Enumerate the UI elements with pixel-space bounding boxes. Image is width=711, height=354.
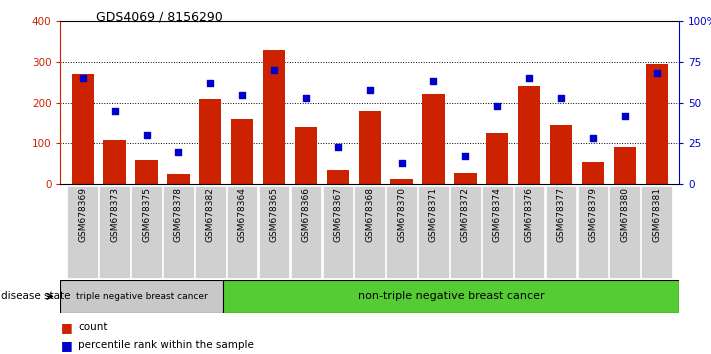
Text: GSM678376: GSM678376 <box>525 187 534 242</box>
Point <box>268 67 279 73</box>
Text: GSM678371: GSM678371 <box>429 187 438 242</box>
Text: GSM678373: GSM678373 <box>110 187 119 242</box>
Bar <box>450 186 481 278</box>
Text: disease state: disease state <box>1 291 71 302</box>
Bar <box>609 186 640 278</box>
Text: GSM678382: GSM678382 <box>205 187 215 242</box>
Point <box>205 80 216 86</box>
Bar <box>390 179 413 184</box>
Bar <box>386 186 417 278</box>
Point <box>619 113 631 119</box>
Bar <box>482 186 513 278</box>
Text: ■: ■ <box>60 321 73 334</box>
Point <box>651 70 663 76</box>
Bar <box>195 186 225 278</box>
Text: GSM678377: GSM678377 <box>557 187 565 242</box>
Text: ■: ■ <box>60 339 73 352</box>
Bar <box>582 162 604 184</box>
Bar <box>163 186 193 278</box>
Bar <box>454 173 476 184</box>
Point <box>141 132 152 138</box>
Bar <box>641 186 672 278</box>
Text: GDS4069 / 8156290: GDS4069 / 8156290 <box>96 11 223 24</box>
Bar <box>199 98 221 184</box>
Text: GSM678374: GSM678374 <box>493 187 502 242</box>
Text: GSM678380: GSM678380 <box>620 187 629 242</box>
Bar <box>227 186 257 278</box>
Bar <box>263 50 285 184</box>
Text: triple negative breast cancer: triple negative breast cancer <box>76 292 208 301</box>
Text: GSM678378: GSM678378 <box>174 187 183 242</box>
Bar <box>514 186 545 278</box>
Bar <box>550 125 572 184</box>
Point <box>237 92 248 97</box>
Text: GSM678370: GSM678370 <box>397 187 406 242</box>
Text: GSM678381: GSM678381 <box>652 187 661 242</box>
Bar <box>546 186 577 278</box>
Text: GSM678364: GSM678364 <box>237 187 247 242</box>
Text: GSM678366: GSM678366 <box>301 187 311 242</box>
Point <box>428 79 439 84</box>
Point <box>77 75 88 81</box>
Bar <box>295 127 317 184</box>
Bar <box>167 174 190 184</box>
Bar <box>614 147 636 184</box>
Text: GSM678365: GSM678365 <box>269 187 279 242</box>
Point <box>491 103 503 109</box>
Text: GSM678368: GSM678368 <box>365 187 374 242</box>
Text: non-triple negative breast cancer: non-triple negative breast cancer <box>358 291 545 302</box>
Bar <box>223 280 679 313</box>
Bar <box>354 186 385 278</box>
Text: GSM678369: GSM678369 <box>78 187 87 242</box>
Bar <box>100 186 130 278</box>
Text: percentile rank within the sample: percentile rank within the sample <box>78 340 254 350</box>
Point <box>396 160 407 166</box>
Text: GSM678379: GSM678379 <box>589 187 597 242</box>
Point <box>555 95 567 101</box>
Point <box>587 136 599 141</box>
Bar <box>291 186 321 278</box>
Bar <box>135 160 158 184</box>
Point <box>523 75 535 81</box>
Bar <box>518 86 540 184</box>
Bar <box>577 186 608 278</box>
Point <box>460 154 471 159</box>
Point <box>332 144 343 149</box>
Bar <box>72 74 94 184</box>
Bar <box>418 186 449 278</box>
Bar <box>132 186 162 278</box>
Bar <box>68 186 98 278</box>
Bar <box>486 133 508 184</box>
Bar <box>259 186 289 278</box>
Text: count: count <box>78 322 107 332</box>
Text: GSM678367: GSM678367 <box>333 187 342 242</box>
Bar <box>60 280 223 313</box>
Bar <box>104 140 126 184</box>
Point <box>364 87 375 92</box>
Point <box>173 149 184 154</box>
Point <box>109 108 120 114</box>
Bar <box>231 119 253 184</box>
Bar <box>358 111 381 184</box>
Bar <box>422 94 444 184</box>
Text: GSM678372: GSM678372 <box>461 187 470 242</box>
Bar <box>646 64 668 184</box>
Bar <box>326 170 349 184</box>
Bar <box>323 186 353 278</box>
Text: GSM678375: GSM678375 <box>142 187 151 242</box>
Point <box>300 95 311 101</box>
